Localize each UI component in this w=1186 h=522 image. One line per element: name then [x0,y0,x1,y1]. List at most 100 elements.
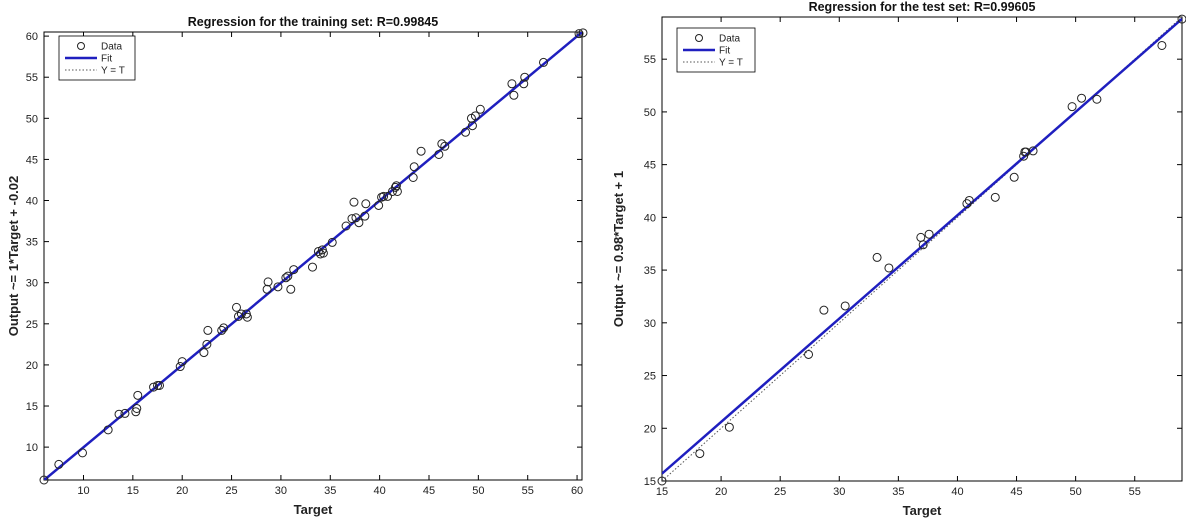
y-tick-label: 55 [26,72,38,84]
test-regression-panel: 15 20 25 30 35 40 45 50 55 15 20 25 30 35 40 45 50 55 Regr… [593,0,1186,522]
data-point [341,221,351,231]
chart-title: Regression for the training set: R=0.998… [188,15,438,29]
data-point [361,199,371,209]
data-point [1009,172,1019,182]
data-point [520,72,530,82]
fit-line [662,17,1182,475]
data-point [1021,147,1031,157]
x-axis-label: Target [903,503,942,518]
x-tick-label: 55 [1129,486,1141,498]
y-axis-label: Output ~= 0.98*Target + 1 [611,171,626,327]
data-point [519,79,529,89]
y-tick-label: 55 [644,54,656,66]
legend-entry: Y = T [719,58,743,69]
data-point [964,195,974,205]
data-point [657,476,667,486]
data-point [475,104,485,114]
x-tick-label: 30 [833,486,845,498]
y-tick-label: 45 [26,154,38,166]
y-tick-label: 25 [644,371,656,383]
data-point [217,325,227,335]
y-tick-label: 40 [644,212,656,224]
data-point [416,146,426,156]
data-point [1028,146,1038,156]
data-point [199,348,209,358]
data-point [289,265,299,275]
data-point [132,403,142,413]
x-tick-label: 15 [127,485,139,497]
y-tick-label: 50 [26,113,38,125]
legend-entry: Fit [719,46,730,57]
data-point [884,263,894,273]
x-tick-label: 15 [656,486,668,498]
chart-title: Regression for the test set: R=0.99605 [809,0,1036,14]
data-point [574,29,584,39]
legend-entry: Data [101,42,123,53]
data-point [360,211,370,221]
data-point [872,252,882,262]
data-point [467,121,477,131]
y-tick-label: 15 [644,476,656,488]
y-tick-label: 30 [26,278,38,290]
y-tick-label: 60 [26,31,38,43]
data-point [819,305,829,315]
x-tick-label: 45 [1010,486,1022,498]
data-point [231,302,241,312]
data-point [918,240,928,250]
x-tick-label: 20 [715,486,727,498]
data-point [114,409,124,419]
data-point [313,246,323,256]
data-point [509,90,519,100]
data-point [724,422,734,432]
data-point [308,262,318,272]
y-tick-label: 30 [644,318,656,330]
data-point [283,271,293,281]
data-point [149,382,159,392]
data-point [1019,151,1029,161]
identity-line [662,17,1182,481]
x-tick-label: 45 [423,485,435,497]
data-point [354,218,364,228]
data-point [177,357,187,367]
y-axis-label: Output ~= 1*Target + -0.02 [6,176,21,337]
data-point [349,197,359,207]
x-tick-label: 30 [275,485,287,497]
data-point [440,141,450,151]
data-point [202,339,212,349]
x-tick-label: 10 [77,485,89,497]
data-point [263,277,273,287]
data-point [318,248,328,258]
data-point [1067,102,1077,112]
data-point [461,127,471,137]
legend-entry: Y = T [101,66,125,77]
data-point [962,199,972,209]
data-point [470,111,480,121]
data-point [203,325,213,335]
y-tick-label: 15 [26,401,38,413]
x-tick-label: 60 [571,485,583,497]
data-point [437,139,447,149]
x-axis-label: Target [294,502,333,517]
data-point [374,200,384,210]
data-point [990,192,1000,202]
data-point [379,191,389,201]
data-point [390,182,400,192]
data-point [578,28,588,38]
training-regression-chart: 10 15 20 25 30 35 40 45 50 55 60 10 15 20 25 30 35 40 45 50… [6,15,588,517]
data-point [233,311,243,321]
x-tick-label: 50 [472,485,484,497]
legend-entry: Fit [101,54,112,65]
x-tick-label: 55 [522,485,534,497]
data-point [840,301,850,311]
data-point [242,312,252,322]
data-point [391,181,401,191]
plot-content [662,17,1182,481]
data-point [77,448,87,458]
data-point [39,475,49,485]
data-point [133,390,143,400]
y-tick-label: 25 [26,319,38,331]
data-point [804,349,814,359]
data-point [434,149,444,159]
data-point [103,425,113,435]
